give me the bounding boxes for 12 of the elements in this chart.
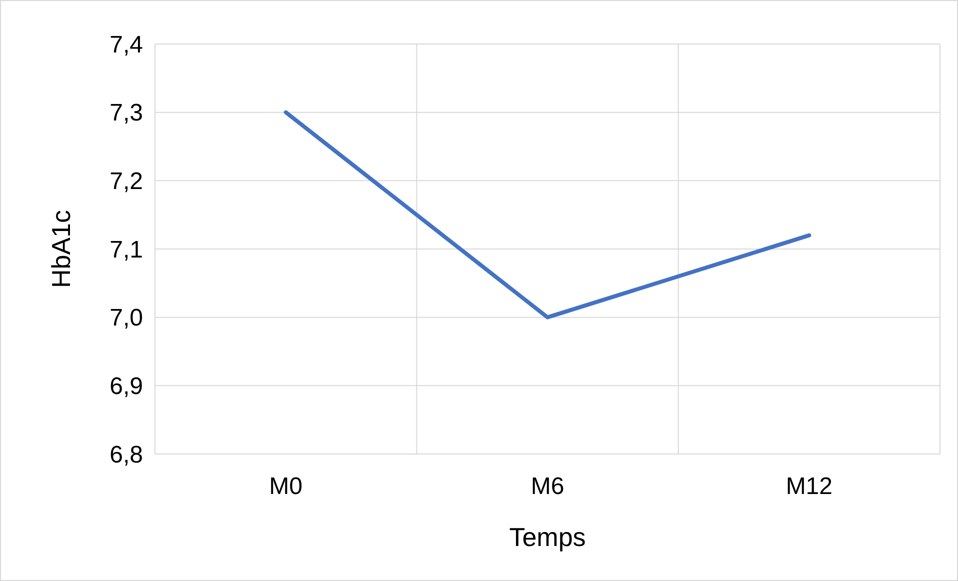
y-tick-label: 7,3: [110, 100, 143, 127]
y-tick-label: 7,1: [110, 236, 143, 264]
y-tick-label: 7,0: [110, 304, 143, 332]
y-tick-label: 7,2: [110, 168, 143, 196]
y-tick-label: 6,9: [110, 373, 143, 400]
x-tick-label: M6: [530, 473, 564, 500]
x-tick-label: M0: [269, 473, 303, 500]
x-tick-label: M12: [786, 473, 833, 500]
y-tick-label: 6,8: [110, 441, 143, 468]
x-axis-title: Temps: [509, 522, 586, 552]
y-tick-label: 7,4: [110, 31, 143, 58]
y-axis-title: HbA1c: [46, 210, 76, 288]
